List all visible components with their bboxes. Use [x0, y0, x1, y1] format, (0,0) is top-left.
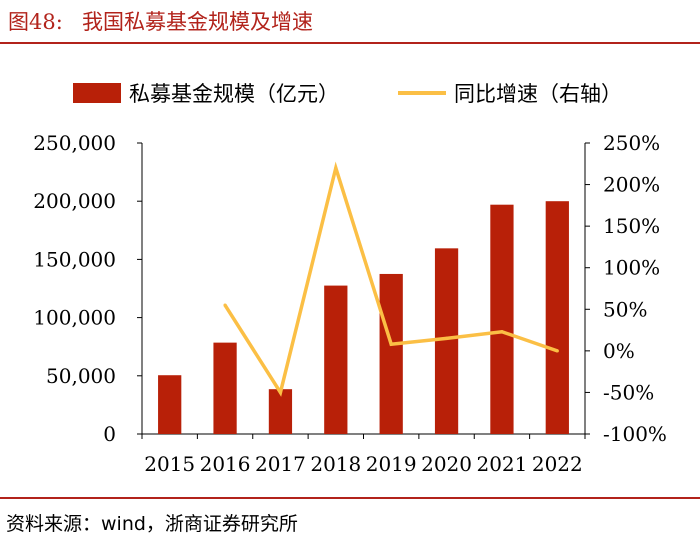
y-right-tick-label: 250% — [603, 131, 660, 155]
y-left-tick-label: 200,000 — [33, 189, 116, 213]
line-series — [223, 161, 559, 397]
bar — [213, 342, 237, 434]
y-right-tick-label: 200% — [603, 173, 660, 197]
bar — [379, 273, 403, 434]
bar — [545, 201, 569, 434]
y-left-tick-label: 150,000 — [33, 247, 116, 271]
y-right-tick-label: 100% — [603, 256, 660, 280]
y-right-tick-label: -50% — [603, 380, 654, 404]
source-note: 资料来源：wind，浙商证券研究所 — [6, 513, 298, 535]
x-tick-label: 2015 — [144, 452, 195, 476]
y-left-tick-label: 100,000 — [33, 306, 116, 330]
bar — [434, 248, 459, 434]
bar — [490, 204, 514, 434]
header-divider — [0, 42, 700, 44]
y-right-tick-label: 0% — [603, 339, 635, 363]
footer-divider — [0, 497, 700, 499]
y-left-tick-label: 250,000 — [33, 131, 116, 155]
bar-series — [158, 201, 569, 434]
line-point — [500, 330, 504, 334]
legend-label-line: 同比增速（右轴） — [454, 82, 622, 106]
y-left-tick-label: 0 — [103, 422, 116, 446]
line-point — [223, 303, 227, 307]
bar — [324, 285, 348, 434]
x-tick-label: 2020 — [421, 452, 472, 476]
x-tick-label: 2017 — [255, 452, 306, 476]
x-tick-label: 2018 — [310, 452, 361, 476]
line-point — [389, 342, 393, 346]
legend-swatch-bar — [73, 83, 121, 103]
bar — [268, 389, 293, 434]
x-tick-label: 2021 — [476, 452, 527, 476]
bar — [158, 375, 182, 434]
y-right-tick-label: 150% — [603, 214, 660, 238]
figure-title: 我国私募基金规模及增速 — [82, 10, 313, 34]
legend: 私募基金规模（亿元） 同比增速（右轴） — [73, 82, 622, 106]
x-tick-label: 2022 — [532, 452, 583, 476]
figure-header: 图48: 我国私募基金规模及增速 — [0, 0, 700, 44]
y-right-tick-label: 50% — [603, 297, 647, 321]
figure-number: 图48: — [8, 10, 63, 34]
axes: 0 50,000 100,000 150,000 200,000 250,000 -100%… — [33, 131, 667, 476]
y-left-tick-label: 50,000 — [46, 364, 116, 388]
y-right-tick-label: -100% — [603, 422, 667, 446]
x-tick-label: 2016 — [200, 452, 251, 476]
line-point — [444, 336, 449, 340]
x-tick-label: 2019 — [366, 452, 417, 476]
line-point — [555, 349, 559, 353]
line-point — [334, 166, 338, 170]
line-point — [278, 390, 283, 395]
legend-label-bar: 私募基金规模（亿元） — [129, 82, 339, 106]
